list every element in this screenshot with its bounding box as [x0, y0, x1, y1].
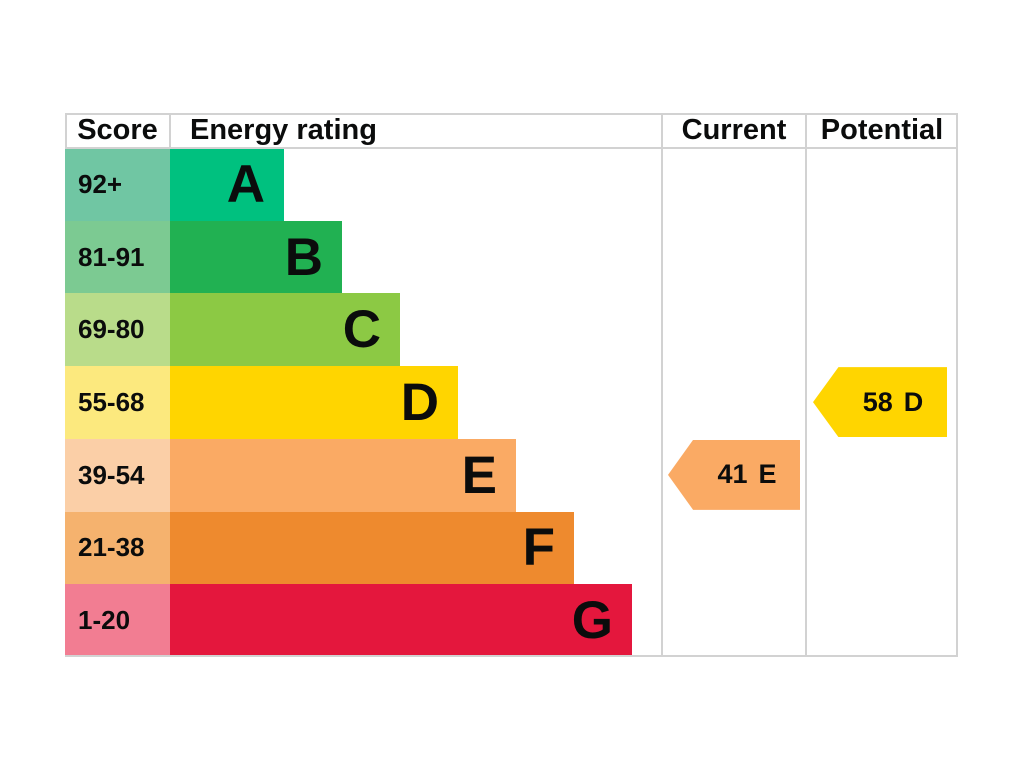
- score-cell: 55-68: [65, 366, 170, 439]
- divider: [805, 113, 807, 657]
- epc-rating-chart: Score Energy rating Current Potential 92…: [65, 113, 958, 658]
- band-row-b: 81-91 B: [65, 220, 662, 294]
- band-row-d: 55-68 D: [65, 366, 662, 439]
- score-cell: 81-91: [65, 220, 170, 294]
- band-bar: G: [170, 584, 632, 658]
- divider: [169, 113, 171, 148]
- chart-header: Score Energy rating Current Potential: [65, 113, 958, 148]
- current-rating-value: 41: [717, 459, 748, 490]
- band-row-f: 21-38 F: [65, 511, 662, 585]
- potential-rating-arrow: 58 D: [813, 367, 947, 438]
- score-column-header: Score: [77, 114, 158, 146]
- current-column-header: Current: [681, 114, 787, 146]
- band-bar: C: [170, 293, 400, 367]
- band-bar: A: [170, 148, 284, 221]
- current-rating-column: 41 E: [662, 148, 806, 657]
- divider: [956, 113, 958, 657]
- potential-rating-value: 58: [862, 386, 893, 417]
- potential-rating-column: 58 D: [806, 148, 958, 657]
- divider: [65, 655, 958, 657]
- band-row-g: 1-20 G: [65, 584, 662, 658]
- band-bar: E: [170, 438, 516, 512]
- current-rating-band: E: [758, 459, 777, 490]
- band-row-c: 69-80 C: [65, 293, 662, 367]
- band-row-e: 39-54 E: [65, 438, 662, 512]
- band-bar: F: [170, 511, 574, 585]
- band-row-a: 92+ A: [65, 148, 662, 221]
- divider: [65, 113, 67, 148]
- band-bar: D: [170, 366, 458, 439]
- score-cell: 1-20: [65, 584, 170, 658]
- energy-rating-column-header: Energy rating: [190, 114, 377, 146]
- band-rows: 92+ A 81-91 B 69-80 C 55-68 D 39-54 E 21…: [65, 148, 662, 658]
- divider: [661, 113, 663, 657]
- score-cell: 69-80: [65, 293, 170, 367]
- band-bar: B: [170, 220, 342, 294]
- potential-rating-band: D: [903, 386, 924, 417]
- potential-column-header: Potential: [820, 114, 944, 146]
- score-cell: 21-38: [65, 511, 170, 585]
- divider: [65, 147, 958, 149]
- score-cell: 92+: [65, 148, 170, 221]
- score-cell: 39-54: [65, 438, 170, 512]
- current-rating-arrow: 41 E: [668, 439, 800, 510]
- divider: [65, 113, 958, 115]
